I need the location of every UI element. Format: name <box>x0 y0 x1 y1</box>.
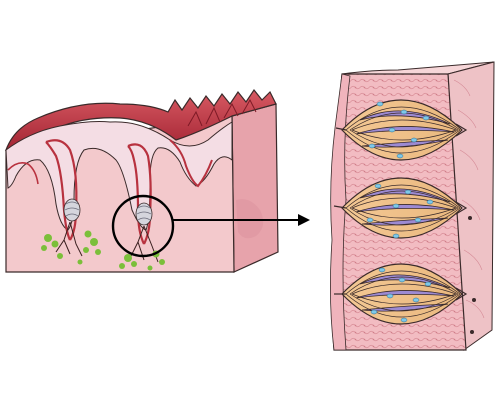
tongue-block <box>4 88 279 273</box>
crypt-wall-left <box>45 139 78 241</box>
crypt-wall-right <box>127 143 152 245</box>
taste-bud-middle <box>341 177 468 239</box>
taste-bud-top <box>341 99 468 161</box>
magnify-callout-circle <box>111 194 175 258</box>
crypt-taste-bud-left <box>63 198 81 222</box>
nerve-endings-left <box>41 230 101 265</box>
taste-pores <box>333 127 347 295</box>
taste-bud-bottom <box>341 263 468 325</box>
block-side-face <box>231 103 279 273</box>
callout-arrowhead <box>298 214 310 226</box>
tongue-surface <box>4 88 277 152</box>
nerve-endings-right <box>119 250 165 271</box>
crypt-taste-bud-right <box>135 202 153 226</box>
